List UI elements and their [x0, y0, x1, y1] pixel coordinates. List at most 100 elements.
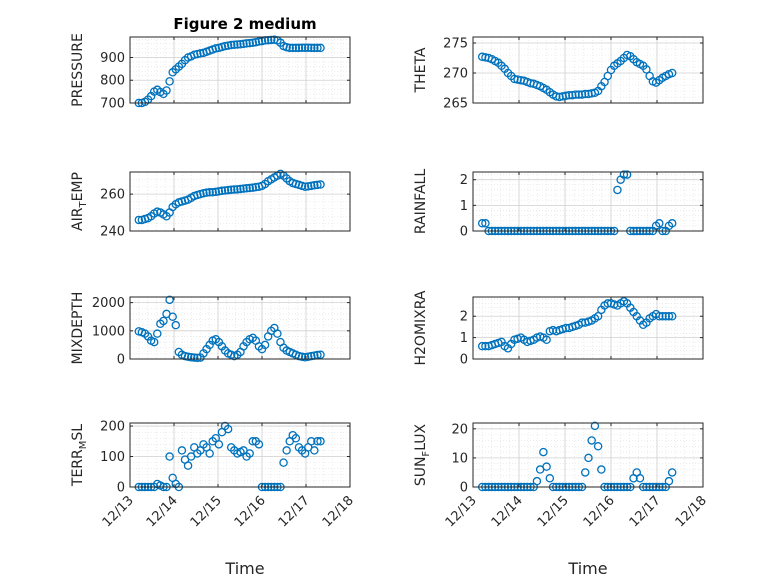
data-point	[245, 38, 254, 48]
data-point	[655, 311, 664, 321]
data-point	[196, 49, 205, 58]
data-point	[303, 182, 313, 191]
data-point	[310, 43, 319, 53]
data-point	[310, 181, 319, 190]
y-axis-label: PRESSURE	[70, 33, 86, 107]
data-point	[300, 43, 310, 52]
data-point	[667, 219, 677, 228]
data-point	[593, 442, 603, 451]
data-point	[266, 35, 276, 45]
data-point	[288, 43, 298, 53]
data-point	[307, 437, 316, 446]
y-tick-label: 200	[100, 420, 125, 435]
data-point	[214, 187, 224, 196]
data-point	[542, 335, 551, 345]
data-point	[211, 44, 221, 53]
data-point	[291, 433, 301, 443]
data-point	[584, 453, 593, 463]
data-point	[619, 170, 629, 179]
panel-mixdepth: 0 1000 2000 MIXDEPTH	[70, 292, 351, 368]
data-point	[568, 90, 577, 100]
data-point	[165, 77, 174, 86]
data-point	[186, 353, 196, 362]
data-point	[242, 39, 251, 48]
data-point	[316, 350, 325, 360]
data-point	[667, 468, 677, 477]
data-point	[571, 90, 580, 99]
data-point	[273, 329, 282, 338]
data-point	[297, 43, 307, 52]
data-point	[189, 353, 199, 362]
y-tick-label: 2	[460, 173, 468, 188]
y-axis-label: THETA	[413, 47, 429, 93]
data-point	[622, 170, 632, 179]
y-tick-label: 1000	[92, 324, 125, 339]
data-point	[177, 446, 187, 455]
y-tick-label: 1	[460, 331, 468, 346]
data-point	[223, 185, 233, 195]
data-point	[205, 188, 214, 197]
data-point	[248, 38, 258, 47]
data-point	[313, 180, 322, 190]
data-point	[251, 182, 261, 192]
data-point	[193, 353, 202, 363]
y-tick-label: 2	[460, 310, 468, 325]
data-point	[580, 468, 590, 477]
data-point	[279, 458, 288, 467]
data-point	[313, 437, 322, 446]
data-point	[655, 219, 664, 228]
data-point	[564, 90, 574, 100]
data-point	[254, 37, 264, 46]
data-point	[593, 311, 603, 321]
y-axis-label: TERRMSL	[70, 424, 89, 487]
y-axis-label: RAINFALL	[413, 169, 429, 234]
data-point	[590, 421, 600, 431]
data-point	[180, 351, 190, 361]
y-tick-label: 270	[443, 67, 468, 82]
data-point	[642, 65, 651, 74]
axes-box	[129, 296, 351, 360]
data-point	[149, 337, 159, 347]
data-point	[220, 41, 230, 51]
data-point	[248, 183, 258, 192]
data-point	[236, 184, 245, 194]
data-point	[477, 219, 487, 228]
panel-h2omixra: 0 1 2 H2OMIXRA	[413, 290, 704, 368]
axes-box	[129, 36, 351, 104]
data-point	[223, 424, 233, 434]
data-point	[580, 89, 590, 99]
figure-title: Figure 2 medium	[173, 15, 316, 33]
data-point	[168, 312, 177, 321]
data-point	[260, 340, 270, 350]
data-point	[545, 474, 555, 483]
y-tick-label: 265	[443, 97, 468, 112]
data-point	[233, 185, 242, 194]
y-tick-label: 700	[100, 97, 125, 112]
y-tick-label: 0	[117, 481, 125, 496]
data-point	[303, 43, 313, 52]
data-point	[162, 86, 171, 95]
y-tick-label: 260	[100, 188, 125, 203]
data-point	[153, 329, 162, 338]
data-point	[481, 219, 490, 228]
data-point	[310, 446, 319, 455]
y-tick-label: 800	[100, 74, 125, 89]
data-point	[300, 182, 310, 191]
data-point	[183, 352, 193, 361]
data-point	[183, 461, 193, 470]
data-point	[667, 311, 677, 321]
data-point	[658, 311, 667, 321]
data-point	[307, 43, 316, 53]
y-tick-label: 0	[117, 353, 125, 368]
data-point	[211, 187, 221, 197]
y-tick-label: 2000	[92, 296, 125, 311]
data-point	[205, 449, 214, 458]
data-point	[532, 476, 542, 486]
data-point	[613, 185, 622, 195]
y-axis-label: SUNFLUX	[413, 423, 432, 486]
data-point	[635, 474, 645, 483]
data-point	[587, 436, 596, 445]
data-point	[664, 311, 674, 321]
data-point	[214, 440, 224, 449]
data-point	[664, 476, 674, 486]
